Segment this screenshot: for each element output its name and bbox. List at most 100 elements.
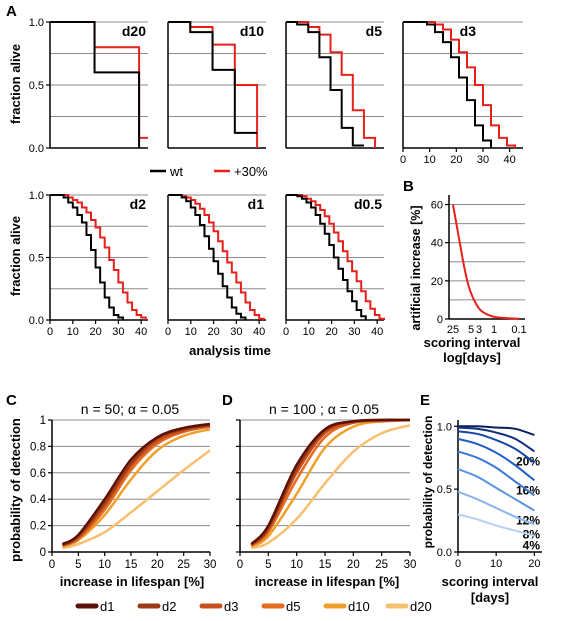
x-tick-label: 0 bbox=[237, 559, 243, 571]
x-tick-label: 15 bbox=[125, 559, 138, 571]
series-e-7 bbox=[457, 513, 535, 537]
series-d10 bbox=[250, 418, 411, 548]
subplot-d10: d10 bbox=[167, 21, 266, 149]
subplot-label: d0.5 bbox=[354, 196, 382, 212]
y-tick-label: 0 bbox=[437, 314, 443, 326]
legend-label-wt: wt bbox=[169, 164, 183, 179]
legend-label-d5: d5 bbox=[286, 599, 300, 614]
series-label-e-1: 20% bbox=[516, 454, 540, 468]
plot-c: 00.20.40.60.810 5 10 15 20 25 30 bbox=[30, 415, 216, 571]
series-wt bbox=[168, 21, 258, 134]
series-wt bbox=[286, 21, 364, 147]
x-axis-label-analysis-time: analysis time bbox=[189, 343, 271, 358]
legend-label-plus30: +30% bbox=[234, 164, 268, 179]
series-label-e-7: 4% bbox=[523, 539, 541, 553]
x-tick-label: 30 bbox=[112, 326, 124, 338]
x-tick-label: 15 bbox=[319, 559, 332, 571]
y-tick-label: 0 bbox=[40, 547, 46, 559]
x-axis-label-scoring-interval-e-2: [days] bbox=[471, 590, 509, 605]
x-tick-label: 25 bbox=[375, 559, 388, 571]
series-e-1 bbox=[457, 426, 535, 453]
y-axis-label-probability-c: probability of detection bbox=[8, 418, 23, 562]
legend-a: wt +30% bbox=[150, 164, 268, 179]
x-tick-label: 10 bbox=[424, 154, 436, 166]
subplot-d20: 0.0 0.5 1.0 d20 bbox=[29, 17, 148, 155]
x-tick-label: 20 bbox=[89, 326, 101, 338]
x-tick-label: 20 bbox=[347, 559, 360, 571]
subplot-label: d3 bbox=[460, 23, 477, 39]
x-tick-label: 20 bbox=[450, 154, 462, 166]
subplot-label: d20 bbox=[122, 23, 146, 39]
y-tick-label: 0.4 bbox=[30, 494, 47, 506]
x-tick-label: 0 bbox=[49, 559, 55, 571]
x-tick-label: 30 bbox=[230, 326, 242, 338]
subplot-d3: 0 10 20 30 40 d3 bbox=[400, 21, 523, 166]
y-axis-label-probability-e: probability of detection bbox=[421, 416, 435, 549]
x-tick-label: 0 bbox=[283, 326, 289, 338]
x-tick-label: 20 bbox=[528, 558, 540, 570]
y-tick-label: 1.0 bbox=[29, 17, 44, 29]
y-tick-label: 1 bbox=[40, 415, 46, 427]
x-tick-label: 5 bbox=[468, 324, 474, 336]
y-tick-label: 0.5 bbox=[437, 484, 452, 496]
subplot-d0-5: 0 10 20 30 40 d0.5 bbox=[283, 194, 385, 338]
x-tick-label: 10 bbox=[490, 558, 502, 570]
series-d1 bbox=[61, 422, 211, 546]
x-tick-label: 40 bbox=[135, 326, 147, 338]
y-tick-label: 20 bbox=[431, 276, 443, 288]
y-tick-label: 0.0 bbox=[29, 315, 44, 327]
series-wt bbox=[50, 194, 124, 320]
title-c: n = 50; α = 0.05 bbox=[81, 401, 180, 417]
x-tick-label: 25 bbox=[447, 324, 459, 336]
y-tick-label: 0.8 bbox=[30, 441, 46, 453]
subplot-label: d1 bbox=[248, 196, 265, 212]
y-tick-label: 0.0 bbox=[437, 547, 452, 559]
x-tick-label: 40 bbox=[504, 154, 516, 166]
x-tick-label: 30 bbox=[404, 559, 417, 571]
series-plus30 bbox=[50, 21, 148, 139]
y-tick-label: 0.5 bbox=[29, 80, 44, 92]
x-tick-label: 40 bbox=[371, 326, 383, 338]
series-wt bbox=[50, 21, 141, 148]
x-tick-label: 30 bbox=[348, 326, 360, 338]
series-e-3 bbox=[457, 437, 535, 482]
legend-label-d2: d2 bbox=[162, 599, 176, 614]
y-axis-label-fraction-alive-bottom: fraction alive bbox=[8, 216, 23, 296]
x-tick-label: 10 bbox=[290, 559, 303, 571]
plot-b: 0 20 40 60 25 5 3 1 0.1 bbox=[431, 195, 527, 336]
x-tick-label: 10 bbox=[303, 326, 315, 338]
y-tick-label: 0.0 bbox=[29, 143, 44, 155]
panel-label-e: E bbox=[420, 392, 430, 409]
series-e-4 bbox=[457, 450, 535, 497]
y-axis-label-artificial-increase: artificial increase [%] bbox=[409, 205, 423, 330]
subplot-label: d2 bbox=[130, 196, 147, 212]
x-tick-label: 20 bbox=[325, 326, 337, 338]
x-tick-label: 20 bbox=[151, 559, 164, 571]
subplot-label: d5 bbox=[366, 23, 383, 39]
series-d5 bbox=[250, 418, 411, 547]
panel-label-d: D bbox=[222, 392, 233, 409]
series-plus30 bbox=[286, 194, 385, 320]
series-wt bbox=[286, 194, 367, 320]
y-tick-label: 1.0 bbox=[437, 421, 452, 433]
legend-label-d3: d3 bbox=[224, 599, 238, 614]
series-e-5 bbox=[457, 468, 535, 512]
series-e-0 bbox=[457, 425, 535, 437]
x-axis-label-scoring-interval-e-1: scoring interval bbox=[442, 574, 539, 589]
subplot-label: d10 bbox=[240, 23, 264, 39]
title-d: n = 100 ; α = 0.05 bbox=[269, 401, 379, 417]
series-d1 bbox=[250, 418, 411, 545]
x-axis-label-scoring-interval-log-1: scoring interval bbox=[424, 335, 521, 350]
panel-label-a: A bbox=[6, 3, 17, 20]
series-e-6 bbox=[457, 490, 535, 526]
x-tick-label: 30 bbox=[477, 154, 489, 166]
x-axis-label-scoring-interval-log-2: log[days] bbox=[443, 350, 501, 365]
series-e-2 bbox=[457, 430, 535, 464]
series-plus30 bbox=[403, 21, 516, 148]
subplot-d5: d5 bbox=[285, 21, 384, 149]
x-tick-label: 10 bbox=[67, 326, 79, 338]
subplot-d1: 0 10 20 30 40 d1 bbox=[165, 194, 266, 338]
series-d20 bbox=[250, 424, 411, 550]
y-tick-label: 1.0 bbox=[29, 190, 44, 202]
